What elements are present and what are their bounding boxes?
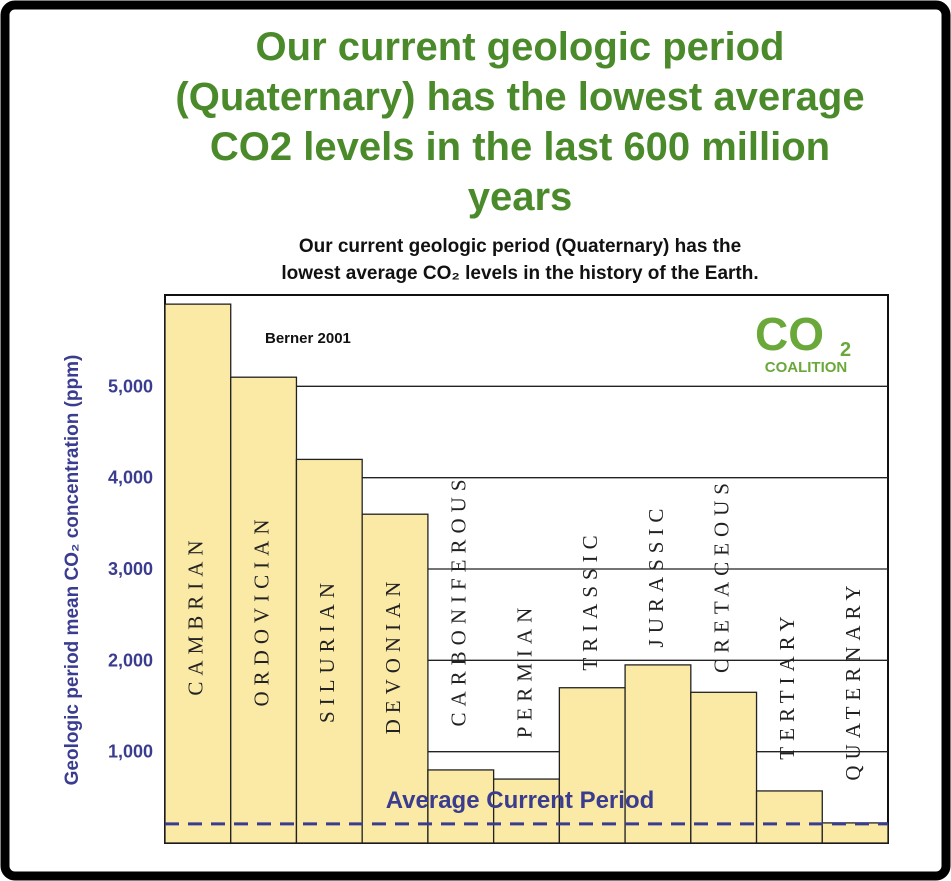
y-tick-label: 4,000 — [108, 468, 153, 488]
category-label: QUATERNARY — [841, 579, 865, 780]
category-label: ORDOVICIAN — [249, 514, 273, 707]
y-tick-label: 2,000 — [108, 650, 153, 670]
category-label: JURASSIC — [644, 503, 668, 648]
bar — [821, 822, 889, 844]
y-tick-label: 5,000 — [108, 376, 153, 396]
bar — [230, 376, 298, 844]
category-label: CRETACEOUS — [709, 477, 733, 673]
bar — [164, 303, 232, 844]
logo-text: CO — [755, 308, 824, 360]
chart-title: Our current geologic period — [256, 25, 785, 69]
category-label: PERMIAN — [512, 602, 536, 739]
y-tick-label: 3,000 — [108, 559, 153, 579]
bar — [427, 769, 495, 844]
reference-label: Average Current Period — [386, 787, 655, 814]
logo-text: 2 — [840, 339, 851, 361]
bar — [755, 790, 823, 844]
category-label: TERTIARY — [775, 610, 799, 759]
logo-text: COALITION — [765, 359, 848, 376]
category-label: SILURIAN — [315, 577, 339, 723]
bar — [624, 664, 692, 844]
chart-title: CO2 levels in the last 600 million — [210, 125, 830, 169]
chart-title: (Quaternary) has the lowest average — [175, 75, 864, 119]
bar — [361, 513, 429, 844]
chart-subtitle: lowest average CO₂ levels in the history… — [281, 263, 758, 284]
bar — [492, 778, 561, 844]
category-label: CARBONIFEROUS — [447, 473, 471, 726]
chart-title: years — [468, 175, 573, 219]
bar — [558, 687, 626, 844]
bar — [690, 691, 758, 844]
annotation: Berner 2001 — [265, 330, 351, 347]
category-label: TRIASSIC — [578, 529, 602, 670]
chart-subtitle: Our current geologic period (Quaternary)… — [299, 236, 741, 257]
category-label: CAMBRIAN — [184, 534, 208, 695]
y-tick-label: 1,000 — [108, 742, 153, 762]
y-axis-label: Geologic period mean CO₂ concentration (… — [62, 355, 83, 786]
category-label: DEVONIAN — [381, 576, 405, 735]
